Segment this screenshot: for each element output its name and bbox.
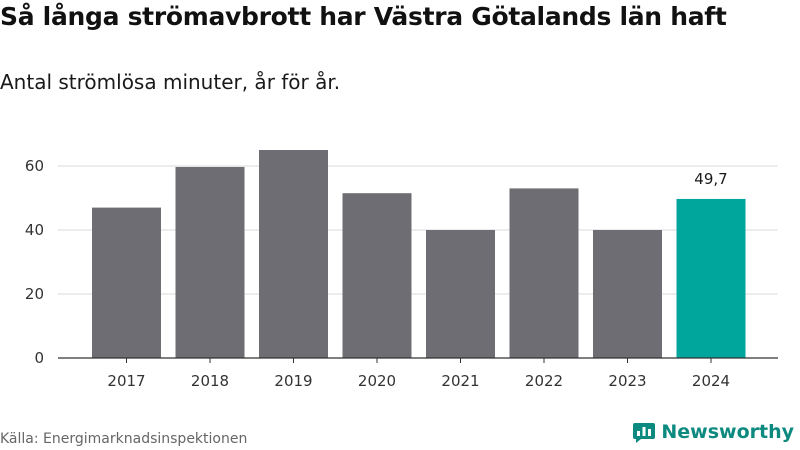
bars [92,150,746,358]
newsworthy-logo-icon [633,423,656,443]
x-tick-label: 2024 [692,372,730,390]
bar-2021 [426,230,495,358]
bar-2024 [676,198,746,358]
y-tick-label: 0 [34,349,44,367]
chart-subtitle: Antal strömlösa minuter, år för år. [0,70,341,94]
bar-2018 [175,166,245,358]
chart-title: Så långa strömavbrott har Västra Götalan… [0,2,727,31]
bar-2017 [92,207,161,358]
x-tick-label: 2018 [191,372,229,390]
bar-chart: 0 20 40 60 2017 2018 2019 2020 2021 2022 2023 2024… [25,150,778,390]
y-tick-label: 20 [25,285,44,303]
gridlines [58,165,778,295]
x-tick-label: 2023 [608,372,646,390]
x-tick-label: 2021 [441,372,479,390]
bar-2023 [593,230,662,358]
bar-2019 [259,150,328,358]
x-tick-label: 2019 [274,372,312,390]
source-note: Källa: Energimarknadsinspektionen [0,431,248,447]
brand-logo: Newsworthy [632,420,794,444]
bar-2022 [509,188,579,358]
x-tick-label: 2017 [107,372,145,390]
data-label-2024: 49,7 [694,170,727,188]
x-tick-label: 2022 [525,372,563,390]
x-axis-ticks: 2017 2018 2019 2020 2021 2022 2023 2024 [107,358,730,390]
y-tick-label: 60 [25,157,44,175]
x-tick-label: 2020 [358,372,396,390]
bar-2020 [342,193,412,358]
data-labels: 49,7 [694,170,727,188]
y-tick-label: 40 [25,221,44,239]
brand-name: Newsworthy [661,421,794,443]
y-axis-ticks: 0 20 40 60 [25,157,44,367]
